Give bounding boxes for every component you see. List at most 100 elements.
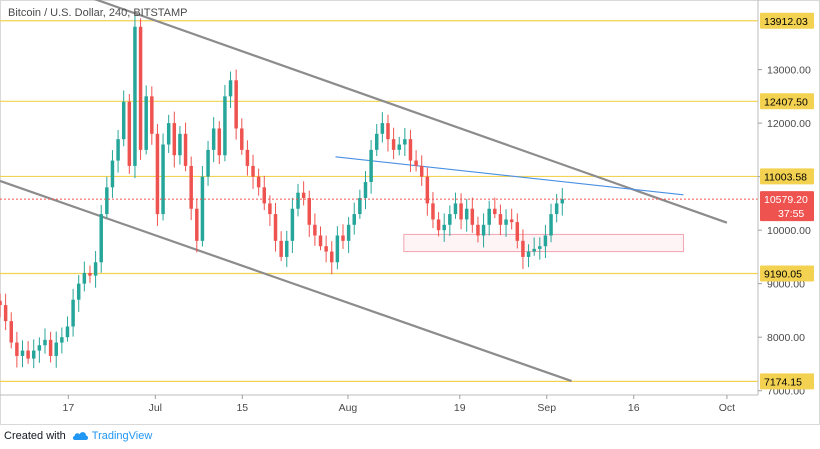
candle [161,133,165,221]
candle-body [206,149,210,177]
candle [105,176,109,218]
candle [262,175,267,211]
candle-body [0,300,2,306]
candle-body [324,246,328,252]
candle [15,331,19,368]
candle [3,293,8,331]
current-price-label: 10579.20 [764,194,808,206]
candle [560,187,565,216]
candle [256,168,261,196]
x-tick-label: 15 [236,402,248,414]
candle-body [521,240,525,257]
candle-body [453,203,458,215]
candle [110,150,115,198]
candle-body [431,203,435,220]
candle-body [183,133,188,166]
candle [26,341,30,364]
y-tick-label: 8000.00 [767,332,805,344]
candle-body [240,128,244,150]
tradingview-logo[interactable]: TradingView [72,430,153,442]
candle-body [37,345,42,351]
candle [403,127,407,156]
candle [206,140,210,186]
candle-body [127,101,132,166]
candle-body [498,214,503,225]
candle [346,217,351,254]
candle-body [459,203,463,220]
candle-body [493,208,497,215]
candle-body [279,240,283,257]
lower-trendline [0,179,572,383]
candle [324,235,328,263]
candle [526,244,531,268]
candle-body [121,101,126,140]
candle-body [285,240,289,257]
tradingview-brand[interactable]: TradingView [91,430,153,442]
footer-branding: Created with TradingView [4,428,152,444]
candle [20,340,25,368]
candle [481,213,486,248]
candle [138,18,143,160]
candle [31,339,36,369]
candle [380,112,385,143]
candle [307,190,312,237]
candle-body [234,80,238,129]
candle-body [296,192,300,209]
candle-body [105,187,109,215]
candle [0,293,2,318]
candle-body [31,350,36,359]
candle-body [178,133,182,156]
candle [335,226,340,270]
candle [453,192,458,219]
candle-body [256,176,261,188]
candle-body [71,299,75,327]
candle-body [273,214,278,241]
candle [549,203,553,243]
candle [374,123,379,157]
candle [166,114,171,154]
candle [487,200,491,236]
x-tick-label: 19 [454,402,466,414]
candle [318,226,323,251]
blue-trendline [335,156,684,196]
candle-body [341,235,345,241]
candle [251,154,255,189]
candle-body [150,96,154,134]
chart-title: Bitcoin / U.S. Dollar, 240, BITSTAMP [8,7,188,19]
candle [408,129,413,173]
y-tick-label: 13000.00 [767,65,811,77]
level-label: 11003.58 [764,171,807,183]
price-chart[interactable]: 7000.008000.009000.0010000.0011000.00120… [0,0,820,425]
x-tick-label: Oct [719,402,735,414]
candle-body [189,165,193,209]
candle-body [346,224,351,241]
candle [470,197,475,233]
candle-body [200,176,205,241]
candle-body [116,139,120,161]
created-with-text: Created with [4,430,66,442]
candle-body [532,248,536,252]
candle-body [442,224,446,231]
candle [268,195,272,227]
candle-body [358,198,362,215]
candle-body [352,214,356,225]
candle-body [397,144,401,150]
candle [189,156,193,221]
candle-body [43,339,47,346]
candle-body [65,326,70,338]
candle [358,189,362,219]
candle [211,117,216,163]
candle [223,84,227,162]
level-label: 7174.15 [764,376,802,388]
candle [150,86,154,145]
candle-body [380,123,385,134]
candle [330,241,334,275]
candle-body [436,219,441,231]
candle-body [54,342,58,356]
candle-body [363,181,368,199]
y-tick-label: 9000.00 [767,279,805,291]
candle-body [538,246,542,249]
candle [554,194,559,223]
candle-body [195,208,199,241]
candle-body [245,149,250,166]
